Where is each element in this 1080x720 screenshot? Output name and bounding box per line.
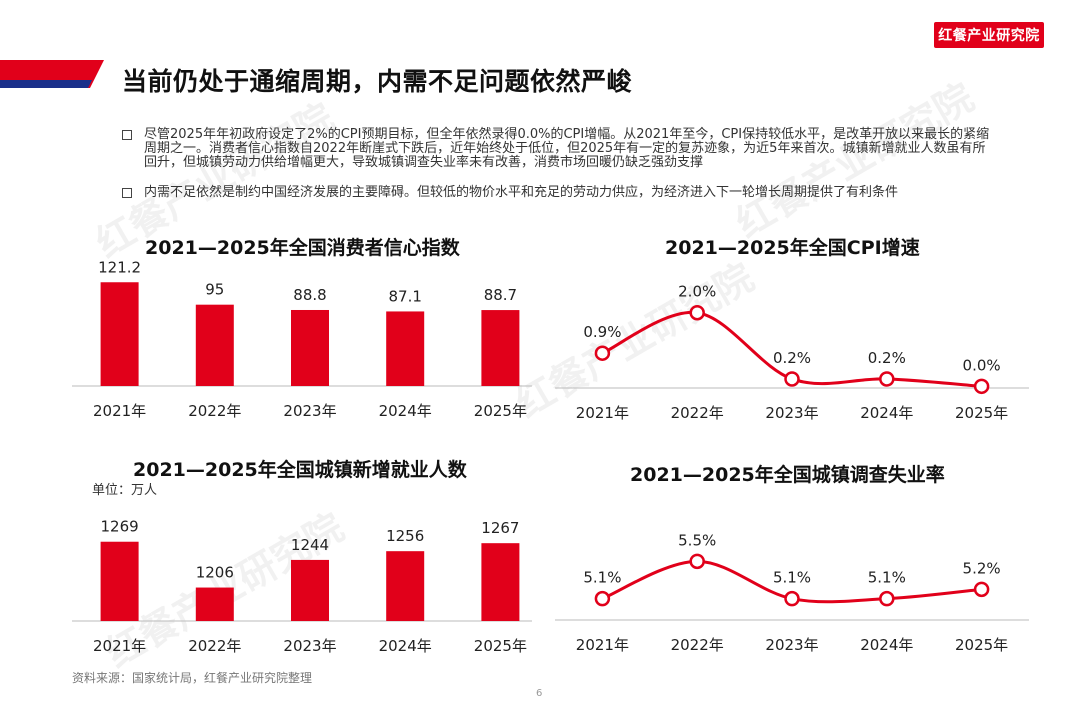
- x-tick-label: 2021年: [93, 637, 146, 655]
- bar: [386, 311, 425, 386]
- data-label: 0.0%: [963, 356, 1001, 374]
- data-label: 1269: [101, 518, 139, 536]
- data-point: [879, 371, 895, 387]
- title-accent-bar: [0, 60, 104, 88]
- x-tick-label: 2022年: [671, 636, 724, 654]
- data-label: 1244: [291, 536, 329, 554]
- data-point: [594, 590, 611, 607]
- page-number: 6: [536, 688, 543, 699]
- chart-title-cpi: 2021—2025年全国CPI增速: [665, 237, 920, 259]
- bullet-text: 尽管2025年年初政府设定了2%的CPI预期目标，但全年依然录得0.0%的CPI…: [144, 127, 990, 170]
- data-point: [689, 553, 705, 570]
- x-tick-label: 2025年: [955, 404, 1008, 422]
- x-tick-label: 2023年: [283, 637, 336, 655]
- data-point: [879, 590, 895, 607]
- x-tick-label: 2024年: [860, 404, 913, 422]
- x-tick-label: 2023年: [765, 636, 818, 654]
- x-tick-label: 2025年: [955, 636, 1008, 654]
- brand-logo: 红餐产业研究院: [934, 22, 1044, 48]
- data-label: 88.7: [484, 286, 517, 304]
- bar: [291, 559, 329, 621]
- data-label: 87.1: [388, 287, 421, 305]
- bullet-point: 内需不足依然是制约中国经济发展的主要障碍。但较低的物价水平和充足的劳动力供应，为…: [122, 186, 992, 200]
- x-tick-label: 2025年: [474, 637, 527, 655]
- x-tick-label: 2024年: [379, 402, 432, 420]
- urban-unemployment-chart: 5.1% 2021年 5.5% 2022年 5.1% 2023年 5.1% 2024年 5.2%…: [555, 531, 1029, 654]
- bar: [195, 587, 234, 621]
- data-label: 1206: [196, 564, 234, 582]
- x-tick-label: 2022年: [671, 404, 724, 422]
- data-point: [973, 378, 990, 395]
- data-label: 0.9%: [583, 323, 621, 341]
- page-title: 当前仍处于通缩周期，内需不足问题依然严峻: [122, 67, 633, 96]
- bar: [386, 551, 425, 621]
- data-label: 5.1%: [773, 569, 811, 587]
- x-tick-label: 2021年: [576, 636, 629, 654]
- source-note: 资料来源：国家统计局，红餐产业研究院整理: [72, 671, 313, 685]
- cpi-growth-chart: 0.9% 2021年 2.0% 2022年 0.2% 2023年 0.2% 2024年 0.0%…: [555, 283, 1029, 422]
- consumer-confidence-chart: 121.2 2021年 95 2022年 88.8 2023年 87.1 2024年 88.7 2…: [72, 258, 532, 420]
- data-label: 2.0%: [678, 283, 716, 301]
- data-point: [594, 345, 611, 361]
- data-point: [973, 581, 990, 598]
- square-bullet-icon: [122, 130, 132, 140]
- brand-logo-text: 红餐产业研究院: [938, 28, 1040, 44]
- chart-unit-label: 单位：万人: [92, 483, 158, 498]
- bar: [481, 543, 520, 621]
- x-tick-label: 2022年: [188, 637, 241, 655]
- data-point: [784, 371, 800, 387]
- x-tick-label: 2023年: [283, 402, 336, 420]
- data-label: 1256: [386, 527, 424, 545]
- data-label: 121.2: [98, 258, 141, 276]
- x-tick-label: 2021年: [576, 404, 629, 422]
- bar: [100, 282, 139, 386]
- data-label: 0.2%: [773, 349, 811, 367]
- bullet-text: 内需不足依然是制约中国经济发展的主要障碍。但较低的物价水平和充足的劳动力供应，为…: [144, 185, 899, 200]
- chart-title-consumer-confidence: 2021—2025年全国消费者信心指数: [145, 237, 460, 259]
- bar: [195, 304, 234, 386]
- chart-title-new-jobs: 2021—2025年全国城镇新增就业人数: [133, 459, 467, 481]
- data-label: 0.2%: [868, 349, 906, 367]
- data-label: 5.5%: [678, 531, 716, 549]
- bullet-point: 尽管2025年年初政府设定了2%的CPI预期目标，但全年依然录得0.0%的CPI…: [122, 128, 992, 170]
- bar: [291, 309, 329, 386]
- bar: [481, 310, 520, 386]
- chart-title-unemployment: 2021—2025年全国城镇调查失业率: [630, 464, 945, 486]
- x-tick-label: 2025年: [474, 402, 527, 420]
- data-label: 1267: [481, 519, 519, 537]
- data-label: 88.8: [293, 286, 326, 304]
- data-label: 5.2%: [963, 559, 1001, 577]
- x-tick-label: 2024年: [860, 636, 913, 654]
- data-label: 5.1%: [583, 569, 621, 587]
- data-point: [784, 590, 800, 607]
- square-bullet-icon: [122, 188, 132, 198]
- x-tick-label: 2023年: [765, 404, 818, 422]
- data-point: [689, 304, 705, 321]
- bar: [100, 541, 139, 621]
- x-tick-label: 2021年: [93, 402, 146, 420]
- data-label: 5.1%: [868, 569, 906, 587]
- x-tick-label: 2024年: [379, 637, 432, 655]
- x-tick-label: 2022年: [188, 402, 241, 420]
- new-urban-jobs-chart: 1269 2021年 1206 2022年 1244 2023年 1256 2024年 1267…: [72, 518, 532, 655]
- data-label: 95: [205, 281, 224, 299]
